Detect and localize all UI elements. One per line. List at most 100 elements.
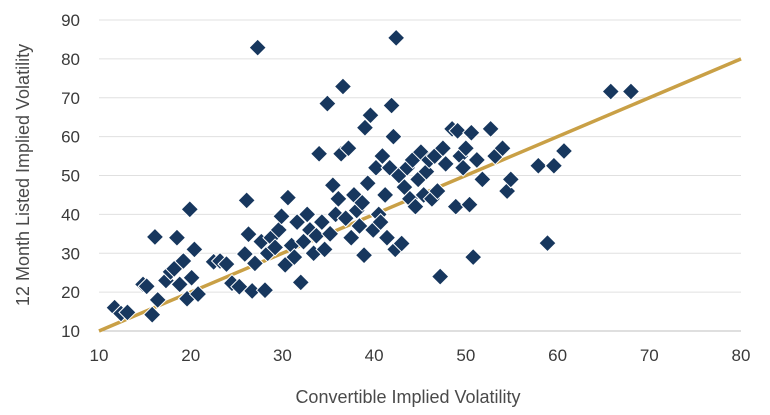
x-tick-label: 30 — [273, 346, 292, 365]
x-tick-label: 60 — [548, 346, 567, 365]
data-point — [145, 227, 165, 247]
data-point — [309, 144, 329, 163]
data-point — [329, 189, 348, 209]
x-tick-label: 10 — [90, 346, 109, 365]
data-point — [350, 216, 369, 236]
data-point — [170, 275, 189, 294]
data-point — [315, 240, 334, 259]
data-point — [239, 224, 258, 244]
data-point — [463, 247, 483, 267]
data-point — [386, 28, 406, 48]
data-point — [384, 127, 403, 146]
data-point — [433, 139, 453, 158]
y-tick-label: 20 — [61, 283, 80, 302]
data-point — [501, 170, 521, 189]
data-point — [453, 158, 473, 177]
data-point — [242, 281, 262, 301]
data-point — [278, 188, 298, 207]
y-tick-label: 60 — [61, 128, 80, 147]
data-point — [436, 154, 455, 174]
data-point — [312, 212, 332, 232]
data-point — [430, 267, 450, 286]
y-tick-label: 50 — [61, 167, 80, 186]
x-tick-label: 80 — [732, 346, 751, 365]
data-point — [428, 181, 447, 201]
data-point — [272, 207, 291, 226]
data-point — [529, 156, 548, 175]
data-point — [185, 240, 204, 259]
data-point — [137, 277, 156, 296]
data-point — [371, 212, 390, 232]
data-point — [336, 209, 355, 228]
data-point — [446, 197, 465, 216]
data-point — [287, 212, 307, 232]
data-point — [182, 268, 201, 287]
data-points — [105, 28, 641, 324]
data-point — [339, 139, 358, 158]
data-point — [406, 197, 425, 216]
x-axis-ticks: 10 20 30 40 50 60 70 80 — [90, 346, 751, 365]
data-point — [167, 228, 187, 247]
data-point — [318, 94, 337, 113]
data-point — [333, 77, 353, 96]
data-point — [235, 244, 255, 264]
data-point — [621, 82, 641, 101]
data-point — [361, 106, 380, 125]
data-point — [481, 119, 500, 139]
data-point — [248, 38, 267, 57]
data-point — [448, 121, 467, 141]
data-point — [353, 193, 372, 212]
data-point — [265, 238, 285, 257]
data-point — [358, 174, 377, 193]
y-tick-label: 90 — [61, 11, 80, 30]
y-tick-label: 30 — [61, 244, 80, 263]
data-point — [180, 200, 200, 219]
data-point — [148, 290, 167, 310]
data-point — [366, 158, 386, 177]
data-point — [174, 251, 193, 271]
y-axis-title: 12 Month Listed Implied Volatility — [13, 44, 33, 306]
data-point — [392, 234, 411, 253]
data-point — [291, 273, 310, 292]
data-point — [118, 303, 137, 322]
data-point — [473, 170, 492, 189]
x-tick-label: 40 — [365, 346, 384, 365]
data-point — [460, 195, 479, 214]
x-axis-title: Convertible Implied Volatility — [295, 387, 520, 407]
data-point — [245, 254, 265, 273]
x-tick-label: 20 — [181, 346, 200, 365]
data-point — [188, 284, 208, 304]
data-point — [323, 176, 343, 195]
data-point — [493, 139, 512, 158]
data-point — [294, 232, 313, 251]
data-point — [355, 118, 375, 137]
y-tick-label: 40 — [61, 205, 80, 224]
data-point — [497, 181, 517, 201]
data-point — [601, 82, 620, 101]
data-point — [544, 156, 564, 175]
data-point — [354, 245, 374, 265]
data-point — [342, 228, 361, 247]
data-point — [142, 305, 162, 324]
data-point — [285, 247, 304, 267]
data-point — [462, 123, 481, 142]
data-point — [467, 150, 487, 170]
data-point — [320, 224, 340, 244]
y-axis-ticks: 10 20 30 40 50 60 70 80 90 — [61, 11, 80, 341]
data-point — [373, 146, 392, 166]
x-tick-label: 70 — [640, 346, 659, 365]
data-point — [382, 96, 401, 115]
data-point — [456, 139, 476, 158]
data-point — [255, 280, 275, 300]
data-point — [237, 191, 256, 210]
x-tick-label: 50 — [456, 346, 475, 365]
data-point — [375, 185, 395, 205]
y-tick-label: 80 — [61, 50, 80, 69]
data-point — [217, 254, 236, 274]
y-tick-label: 70 — [61, 89, 80, 108]
data-point — [554, 141, 574, 161]
data-point — [297, 205, 317, 224]
data-point — [377, 228, 397, 247]
data-point — [538, 233, 557, 253]
